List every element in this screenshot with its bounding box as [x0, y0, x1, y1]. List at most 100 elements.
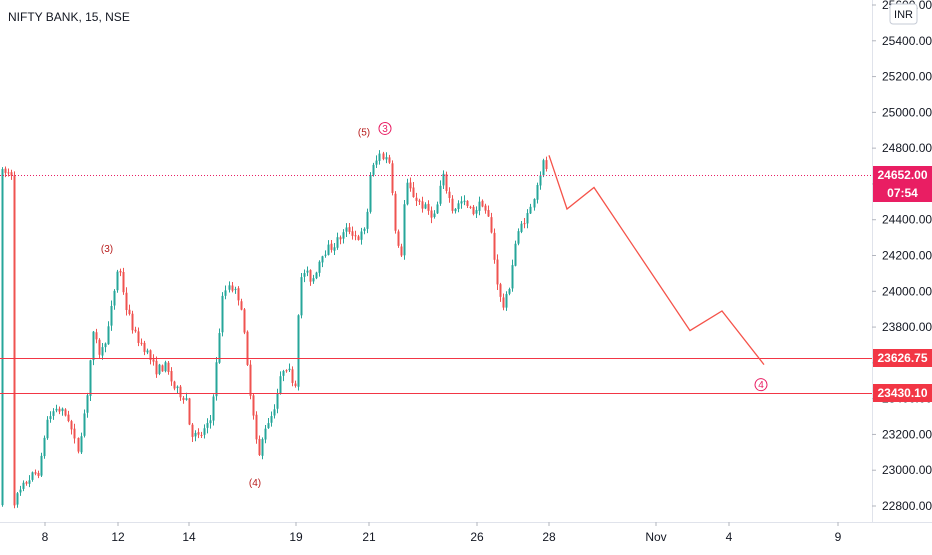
- y-tick-label: 25400.00: [882, 34, 932, 48]
- candle-body: [164, 362, 167, 372]
- candle-body: [83, 413, 86, 436]
- line-price-label: 23430.10: [877, 386, 927, 400]
- x-tick-label: 4: [726, 530, 733, 544]
- candle-body: [149, 350, 152, 360]
- candle-body: [291, 369, 294, 383]
- candle-body: [421, 201, 424, 209]
- candle-body: [70, 421, 73, 430]
- elliott-projection-path[interactable]: [548, 155, 765, 366]
- candle-body: [542, 160, 545, 176]
- candle-body: [282, 371, 285, 376]
- x-tick-label: 19: [289, 530, 303, 544]
- candle-body: [224, 290, 227, 296]
- candle-body: [231, 285, 234, 291]
- candle-body: [385, 157, 388, 160]
- y-tick-label: 23800.00: [882, 320, 932, 334]
- candle-body: [309, 270, 312, 282]
- candle-body: [475, 210, 478, 214]
- wave-label-circle: [378, 121, 392, 135]
- candle-body: [116, 271, 119, 291]
- candle-body: [128, 309, 131, 314]
- candle-body: [366, 211, 369, 229]
- candle-body: [155, 360, 158, 375]
- candle-body: [297, 315, 300, 387]
- candle-body: [86, 395, 89, 413]
- wave-annotations-layer: (3) (4) (5) 3 4: [101, 121, 768, 489]
- candle-body: [98, 339, 101, 355]
- candle-body: [173, 381, 176, 389]
- y-tick-label: 25000.00: [882, 105, 932, 119]
- candle-body: [252, 395, 255, 416]
- candle-body: [194, 432, 197, 437]
- currency-label: INR: [894, 9, 913, 21]
- candle-body: [539, 175, 542, 186]
- candle-body: [7, 172, 10, 174]
- candle-body: [19, 489, 22, 493]
- candle-body: [496, 259, 499, 285]
- x-axis-ticks[interactable]: 8 12 14 19 21 26 28 Nov 4 9: [42, 522, 842, 544]
- candle-body: [342, 232, 345, 239]
- wave-label-circle: [754, 378, 768, 392]
- candle-body: [143, 342, 146, 352]
- last-price-tag: [873, 166, 932, 202]
- candle-body: [375, 160, 378, 165]
- candle-body: [146, 350, 149, 353]
- price-labels-layer: 23626.75 23430.10 24652.00 07:54: [873, 166, 932, 402]
- candle-body: [122, 272, 125, 293]
- candle-body: [406, 182, 409, 205]
- candle-body: [400, 246, 403, 256]
- candle-body: [237, 288, 240, 301]
- x-tick-label: 9: [835, 530, 842, 544]
- candle-body: [442, 173, 445, 186]
- candle-body: [176, 386, 179, 388]
- candle-body: [258, 438, 261, 456]
- candle-body: [255, 414, 258, 440]
- y-tick-label: 22800.00: [882, 499, 932, 513]
- candle-body: [351, 231, 354, 236]
- candle-body: [439, 185, 442, 204]
- candle-body: [354, 235, 357, 237]
- candle-body: [140, 342, 143, 344]
- candle-body: [536, 185, 539, 200]
- candle-body: [61, 408, 64, 412]
- candle-body: [315, 272, 318, 279]
- y-tick-label: 24800.00: [882, 141, 932, 155]
- candle-body: [206, 423, 209, 428]
- candle-body: [89, 360, 92, 396]
- candle-body: [526, 213, 529, 224]
- candle-body: [101, 347, 104, 356]
- x-tick-label: 12: [111, 530, 125, 544]
- candle-body: [363, 228, 366, 231]
- candle-body: [454, 208, 457, 212]
- candle-body: [4, 168, 7, 173]
- candle-body: [508, 289, 511, 294]
- candle-body: [339, 237, 342, 240]
- candle-body: [487, 210, 490, 217]
- y-tick-label: 23200.00: [882, 427, 932, 441]
- candle-body: [270, 416, 273, 423]
- x-tick-label: 14: [182, 530, 196, 544]
- wave-label: (5): [358, 128, 370, 139]
- candle-body: [348, 227, 351, 232]
- candle-body: [125, 292, 128, 310]
- candle-body: [203, 428, 206, 435]
- candle-body: [514, 243, 517, 266]
- horizontal-lines-layer: [0, 358, 872, 394]
- bar-countdown-label: 07:54: [887, 186, 918, 200]
- currency-badge[interactable]: [889, 3, 918, 25]
- candle-body: [424, 204, 427, 209]
- candle-body: [327, 244, 330, 255]
- candle-body: [394, 193, 397, 231]
- y-tick-label: 24000.00: [882, 284, 932, 298]
- candle-body: [378, 153, 381, 161]
- candle-body: [188, 398, 191, 425]
- candle-body: [167, 362, 170, 372]
- candle-body: [433, 213, 436, 218]
- candle-body: [240, 301, 243, 310]
- candle-body: [77, 437, 80, 452]
- wave-label: (4): [249, 478, 261, 489]
- candle-body: [64, 409, 67, 416]
- candle-body: [209, 420, 212, 424]
